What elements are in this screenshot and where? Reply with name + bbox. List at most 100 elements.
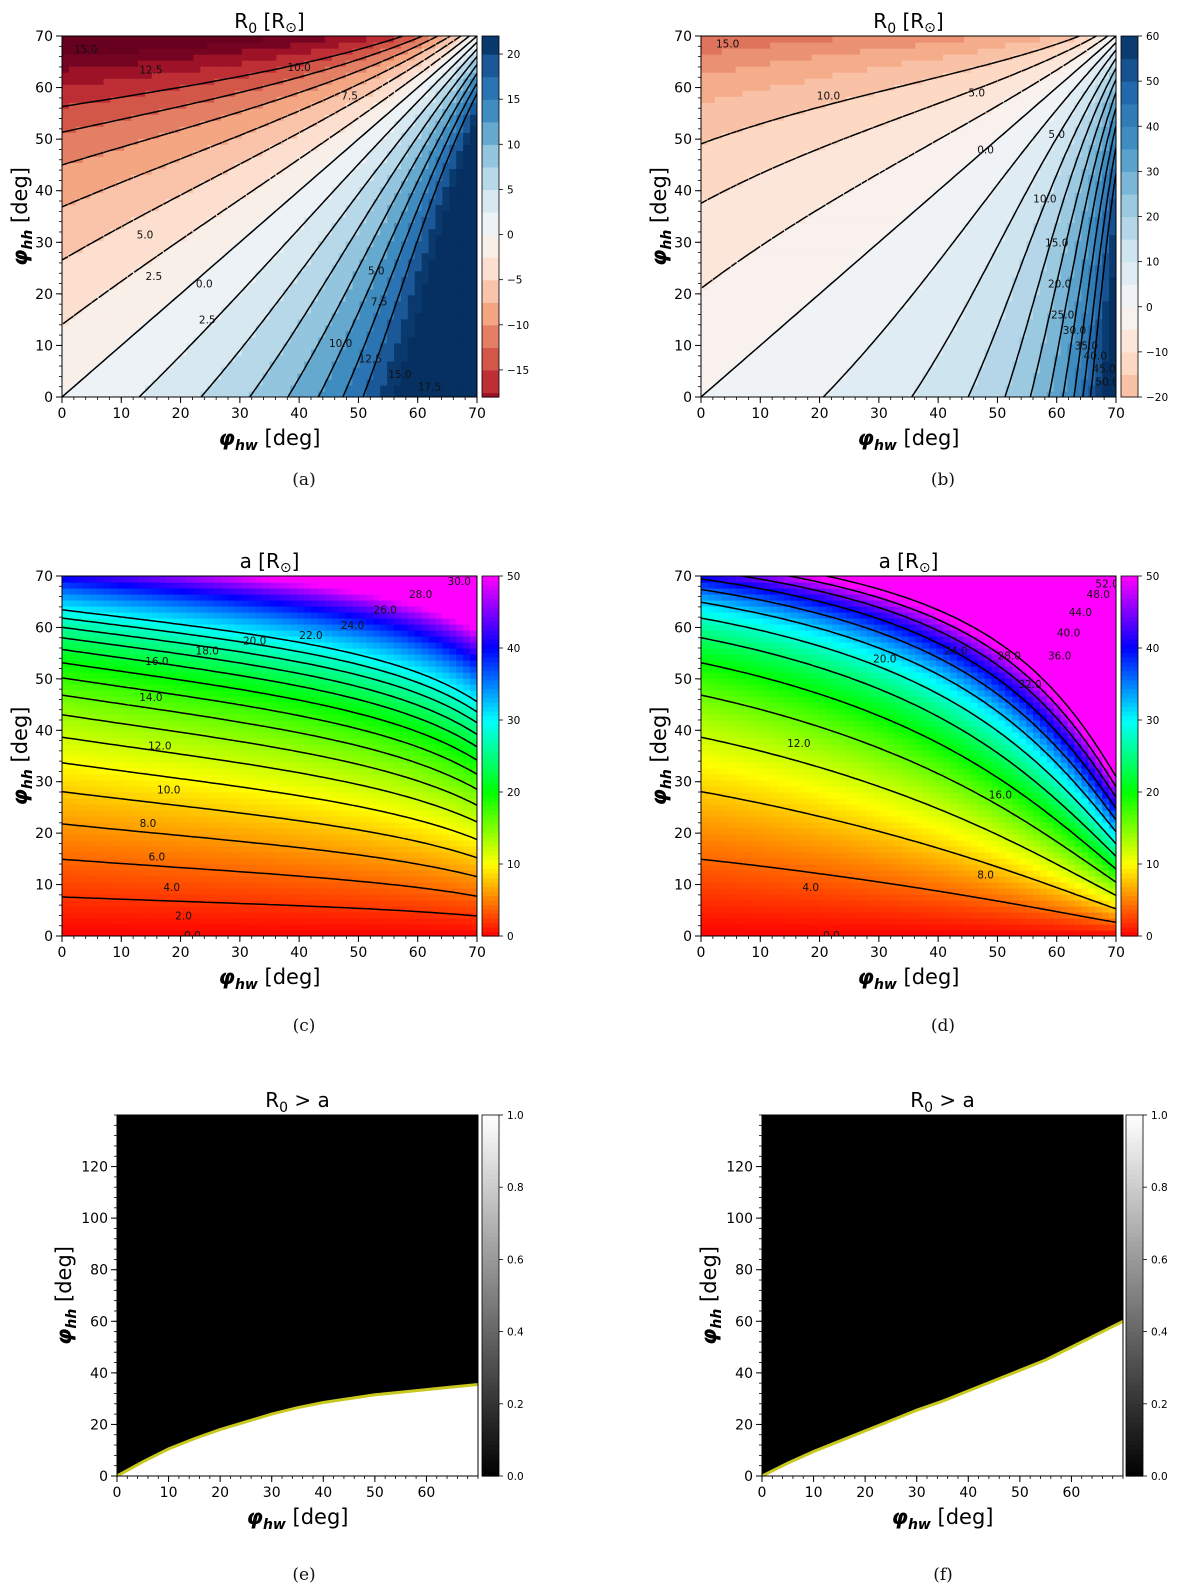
contour-line (62, 662, 477, 761)
contour-line (1029, 79, 1116, 397)
caption-a: (a) (292, 470, 316, 490)
chart-panel-a: 15.0 12.5 10.0 7.5 5.0 2.5 0.0 2.5 5.0 7.5 10.0 12.… (8, 9, 529, 454)
x-tick-label: 10 (751, 945, 769, 961)
contour-label: 10.0 (817, 90, 840, 102)
contour-line (62, 609, 477, 703)
contour-line (701, 636, 1116, 857)
chart-panel-c: 0.0 2.0 4.0 6.0 8.0 10.0 12.0 14.0 16.0 18.0 20.0 2… (8, 549, 520, 993)
y-tick-label: 100 (81, 1211, 108, 1227)
contour-line (200, 48, 477, 397)
contour-label: 20.0 (243, 635, 266, 647)
contour-line (62, 36, 423, 134)
x-tick-label: 0 (697, 406, 706, 422)
contour-label: 16.0 (145, 656, 168, 668)
axes-frame (700, 575, 1117, 937)
y-tick-label: 40 (735, 1366, 753, 1382)
chart-panel-f: 0 10 20 30 40 50 60 0 20 40 60 80 100 120 R0 > a φhw [d… (697, 1088, 1168, 1533)
x-tick-label: 0 (58, 945, 67, 961)
colorbar-tick-label: 40 (507, 643, 520, 655)
contour-line (138, 41, 477, 397)
colorbar-tick-label: 0.8 (1151, 1182, 1168, 1194)
contour-lines (701, 36, 1116, 397)
y-axis-label: φhh [deg] (8, 167, 36, 266)
plot-area: 0.0 4.0 8.0 12.0 16.0 20.0 24.0 28.0 32.0 36.0 40.… (701, 576, 1116, 936)
contour-label: 40.0 (1057, 628, 1080, 640)
contour-label: 7.5 (341, 90, 358, 102)
y-tick-label: 30 (674, 775, 692, 791)
contour-line (1089, 173, 1116, 397)
colorbar: −20 −10 0 10 20 30 40 50 60 (1120, 31, 1168, 404)
contour-line (62, 858, 477, 897)
region-true (117, 1384, 478, 1476)
x-tick-label: 40 (290, 945, 308, 961)
contour-line (701, 790, 1116, 910)
axes-frame (761, 1114, 1124, 1477)
y-tick-label: 40 (35, 184, 53, 200)
contour-label: 28.0 (998, 651, 1021, 663)
contour-label: 32.0 (1018, 679, 1041, 691)
x-tick-label: 50 (1011, 1485, 1029, 1501)
y-tick-label: 10 (674, 338, 692, 354)
chart-title: R0 > a (910, 1088, 975, 1116)
contour-label: 35.0 (1075, 340, 1098, 352)
contour-line (701, 601, 1116, 833)
x-tick-label: 70 (1107, 406, 1125, 422)
x-tick-label: 40 (314, 1485, 332, 1501)
x-tick-label: 70 (468, 406, 486, 422)
caption-c: (c) (292, 1016, 316, 1036)
colorbar-tick-label: 0 (1146, 302, 1153, 314)
x-tick-label: 50 (350, 945, 368, 961)
x-tick-label: 10 (805, 1485, 823, 1501)
colorbar-tick-label: 0.8 (507, 1182, 524, 1194)
colorbar-tick-label: 40 (1146, 121, 1159, 133)
contour-label: 4.0 (163, 882, 180, 894)
y-tick-label: 60 (35, 620, 53, 636)
chart-panel-d: 0.0 4.0 8.0 12.0 16.0 20.0 24.0 28.0 32.0 36.0 40.… (647, 549, 1159, 993)
colorbar-tick-label: −15 (507, 365, 529, 377)
x-tick-label: 0 (58, 406, 67, 422)
y-tick-label: 20 (90, 1417, 108, 1433)
colorbar-tick-label: 0.4 (507, 1327, 524, 1339)
y-tick-label: 0 (99, 1469, 108, 1485)
y-tick-label: 30 (35, 775, 53, 791)
contour-line (701, 36, 1109, 290)
x-tick-label: 60 (418, 1485, 436, 1501)
x-axis-label: φhw [deg] (858, 426, 960, 454)
colorbar-tick-label: 10 (1146, 859, 1159, 871)
contour-label: 30.0 (1063, 325, 1086, 337)
y-tick-label: 0 (44, 390, 53, 406)
y-tick-label: 40 (90, 1366, 108, 1382)
contour-line (62, 36, 462, 261)
plot-area: 15.0 12.5 10.0 7.5 5.0 2.5 0.0 2.5 5.0 7.5 10.0 12.… (62, 36, 477, 397)
contour-line (822, 42, 1116, 397)
x-tick-label: 70 (468, 945, 486, 961)
contour-line (62, 736, 477, 823)
y-tick-label: 60 (735, 1314, 753, 1330)
contour-line (701, 858, 1116, 924)
colorbar-tick-label: −10 (1146, 347, 1168, 359)
colorbar-tick-label: 5 (507, 184, 514, 196)
contour-line (701, 36, 1116, 397)
contour-label: 24.0 (944, 646, 967, 658)
contour-line (62, 36, 404, 108)
contour-label: 5.0 (968, 88, 985, 100)
axes-frame (700, 35, 1117, 398)
plot-area: 0.0 2.0 4.0 6.0 8.0 10.0 12.0 14.0 16.0 18.0 20.0 2… (62, 576, 477, 936)
y-tick-label: 70 (35, 29, 53, 45)
y-tick-label: 120 (81, 1160, 108, 1176)
contour-label: 25.0 (1051, 309, 1074, 321)
boundary-line (762, 1319, 1123, 1476)
x-tick-label: 50 (989, 945, 1007, 961)
chart-title: R0 > a (265, 1088, 330, 1116)
x-axis-label: φhw [deg] (892, 1505, 994, 1533)
y-axis-label: φhh [deg] (647, 167, 675, 266)
y-tick-label: 70 (674, 29, 692, 45)
chart-panel-b: 15.0 10.0 5.0 0.0 5.0 10.0 15.0 20.0 25.0 30.0 35.… (647, 9, 1168, 454)
y-tick-label: 50 (35, 132, 53, 148)
axes-frame (61, 35, 478, 398)
contour-line (62, 617, 477, 713)
x-axis-label: φhw [deg] (247, 1505, 349, 1533)
colorbar-tick-label: 60 (1146, 31, 1159, 43)
x-tick-label: 10 (160, 1485, 178, 1501)
